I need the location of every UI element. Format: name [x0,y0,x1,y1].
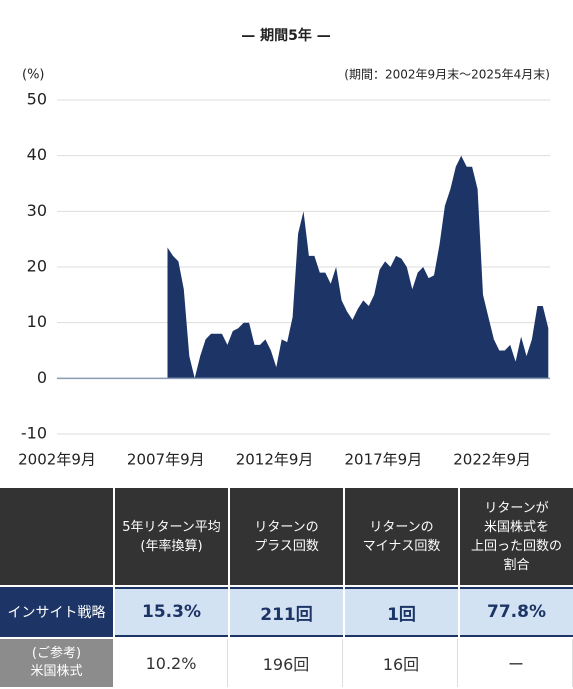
chart-title: — 期間5年 — [241,27,331,44]
cell-text: 上回った回数の [470,538,562,554]
cell-text: プラス回数 [254,538,319,554]
table-cell: リターンのプラス回数 [230,488,343,585]
table-row: インサイト戦略 15.3% 211回 1回 77.8% [0,587,573,637]
table-cell: リターンが米国株式を上回った回数の 割合 [460,488,573,585]
y-tick-label: 20 [27,257,47,276]
x-tick-label: 2017年9月 [344,451,422,469]
cell-text: 1回 [387,604,416,625]
x-tick-label: 2002年9月 [18,451,96,469]
y-unit: (%) [22,68,45,83]
cell-text: インサイト戦略 [7,605,106,621]
x-tick-label: 2022年9月 [453,451,531,469]
table-cell: 16回 [345,639,458,687]
cell-text: 割合 [503,557,530,573]
table-row: 5年リターン平均 (年率換算) リターンの プラス回数 リターンの マイナス回数 リターンが… [0,488,573,585]
table-cell: (ご参考) 米国株式 [0,639,113,687]
period-note: (期間：2002年9月末～2025年4月末) [344,68,550,82]
table-cell: インサイト戦略 [0,587,113,637]
table: 5年リターン平均 (年率換算) リターンの プラス回数 リターンの マイナス回数 リターンが… [0,488,573,689]
cell-text: (ご参考) [31,646,82,661]
cell-text: リターンが [484,500,549,516]
x-tick-label: 2012年9月 [236,451,314,469]
table-cell: 1回 [345,587,458,637]
y-tick-label: 10 [27,312,47,331]
cell-text: 196回 [262,655,310,674]
cell-text: 米国株式を [483,519,549,535]
y-tick-label: 0 [37,368,47,387]
area [167,155,549,379]
y-tick-label: 50 [27,90,47,109]
table-cell [0,488,113,585]
cell-text: 77.8% [487,602,546,622]
y-tick-label: 40 [27,145,47,164]
table-cell: 10.2% [115,639,228,687]
cell-text: 10.2% [145,653,197,673]
y-tick-label: -10 [21,424,47,443]
table-cell: 211回 [230,587,343,637]
table-cell: ー [460,639,573,687]
table-cell: リターンのマイナス回数 [345,488,458,585]
table-cell: 196回 [230,639,343,687]
cell-text: 米国株式 [30,664,83,679]
cell-text: 5年リターン平均 [122,519,221,535]
chart: — 期間5年 — (%) (期間：2002年9月末～2025年4月末) -10 0… [18,27,550,469]
table-cell: 15.3% [115,587,228,637]
cell-text: 211回 [260,604,313,625]
table-row: (ご参考) 米国株式 10.2% 196回 16回 ー [0,639,573,687]
cell-text: リターンの [254,519,319,535]
table-cell: 77.8% [460,587,573,637]
y-tick-label: 30 [27,201,47,220]
cell-text: リターンの [369,519,434,535]
cell-text: マイナス回数 [362,538,441,554]
cell-text: ー [507,655,524,674]
cell-text: (年率換算) [140,538,203,554]
cell-text: 15.3% [142,602,201,622]
x-tick-label: 2007年9月 [127,451,205,469]
table-cell: 5年リターン平均 (年率換算) [115,488,228,585]
cell-text: 16回 [382,655,420,674]
